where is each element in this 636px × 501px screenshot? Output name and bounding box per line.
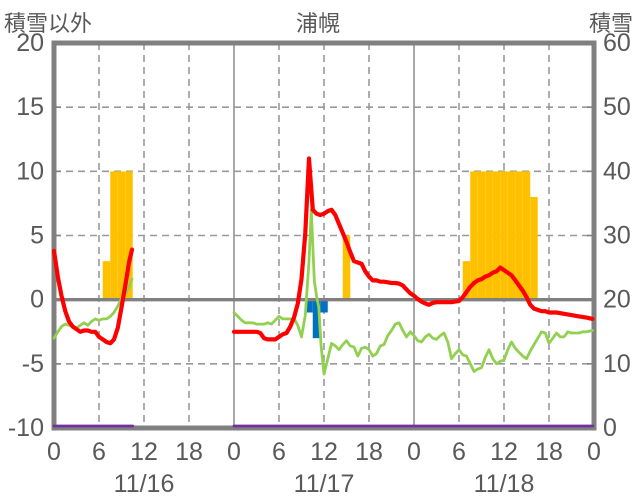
- bar: [470, 171, 478, 300]
- hour-tick-label: 6: [272, 438, 286, 466]
- hour-tick-label: 12: [490, 438, 518, 466]
- left-axis-tick-label: -5: [22, 350, 44, 378]
- bar: [500, 171, 508, 300]
- bar: [117, 171, 126, 300]
- hour-tick-label: 0: [407, 438, 421, 466]
- bar: [102, 261, 111, 300]
- bar: [312, 299, 321, 339]
- bar: [492, 171, 501, 300]
- right-axis-tick-label: 20: [603, 286, 631, 314]
- left-axis-tick-label: -10: [8, 414, 44, 442]
- bar: [515, 171, 523, 300]
- left-axis-title: 積雪以外: [4, 11, 93, 36]
- hour-tick-label: 18: [355, 438, 383, 466]
- left-axis-tick-label: 15: [16, 93, 44, 121]
- day-label: 11/17: [294, 470, 355, 498]
- hour-tick-label: 6: [452, 438, 466, 466]
- left-axis-tick-label: 0: [30, 286, 44, 314]
- hour-tick-label: 0: [227, 438, 241, 466]
- left-axis-tick-label: 10: [16, 157, 44, 185]
- left-axis-tick-label: 20: [16, 29, 44, 57]
- left-axis-tick-label: 5: [30, 222, 44, 250]
- bar: [462, 261, 471, 300]
- bar: [485, 171, 493, 300]
- red-temp-line: [51, 156, 595, 346]
- bar: [342, 235, 351, 300]
- sunshine-bars: [102, 171, 538, 300]
- right-axis-tick-label: 50: [603, 93, 631, 121]
- bar: [305, 299, 313, 313]
- right-axis-tick-label: 10: [603, 350, 631, 378]
- hour-tick-label: 12: [310, 438, 338, 466]
- hour-tick-label: 0: [587, 438, 601, 466]
- plot-border: [51, 40, 597, 431]
- bar: [507, 171, 516, 300]
- hour-tick-label: 0: [47, 438, 61, 466]
- day-label: 11/16: [114, 470, 175, 498]
- right-axis-title: 積雪: [588, 11, 633, 36]
- bar: [530, 197, 538, 300]
- hour-tick-label: 18: [535, 438, 563, 466]
- day-label: 11/18: [474, 470, 535, 498]
- right-axis-tick-label: 40: [603, 157, 631, 185]
- bar: [110, 171, 118, 300]
- right-axis-tick-label: 30: [603, 222, 631, 250]
- right-axis-tick-label: 60: [603, 29, 631, 57]
- chart-title: 浦幌: [295, 11, 340, 36]
- bar: [125, 171, 133, 300]
- bar: [320, 299, 328, 313]
- bar: [477, 171, 486, 300]
- bar: [522, 171, 531, 300]
- hour-tick-label: 12: [130, 438, 158, 466]
- right-axis-tick-label: 0: [603, 414, 617, 442]
- hour-tick-label: 18: [175, 438, 203, 466]
- hour-tick-label: 6: [92, 438, 106, 466]
- precipitation-bars: [305, 299, 328, 339]
